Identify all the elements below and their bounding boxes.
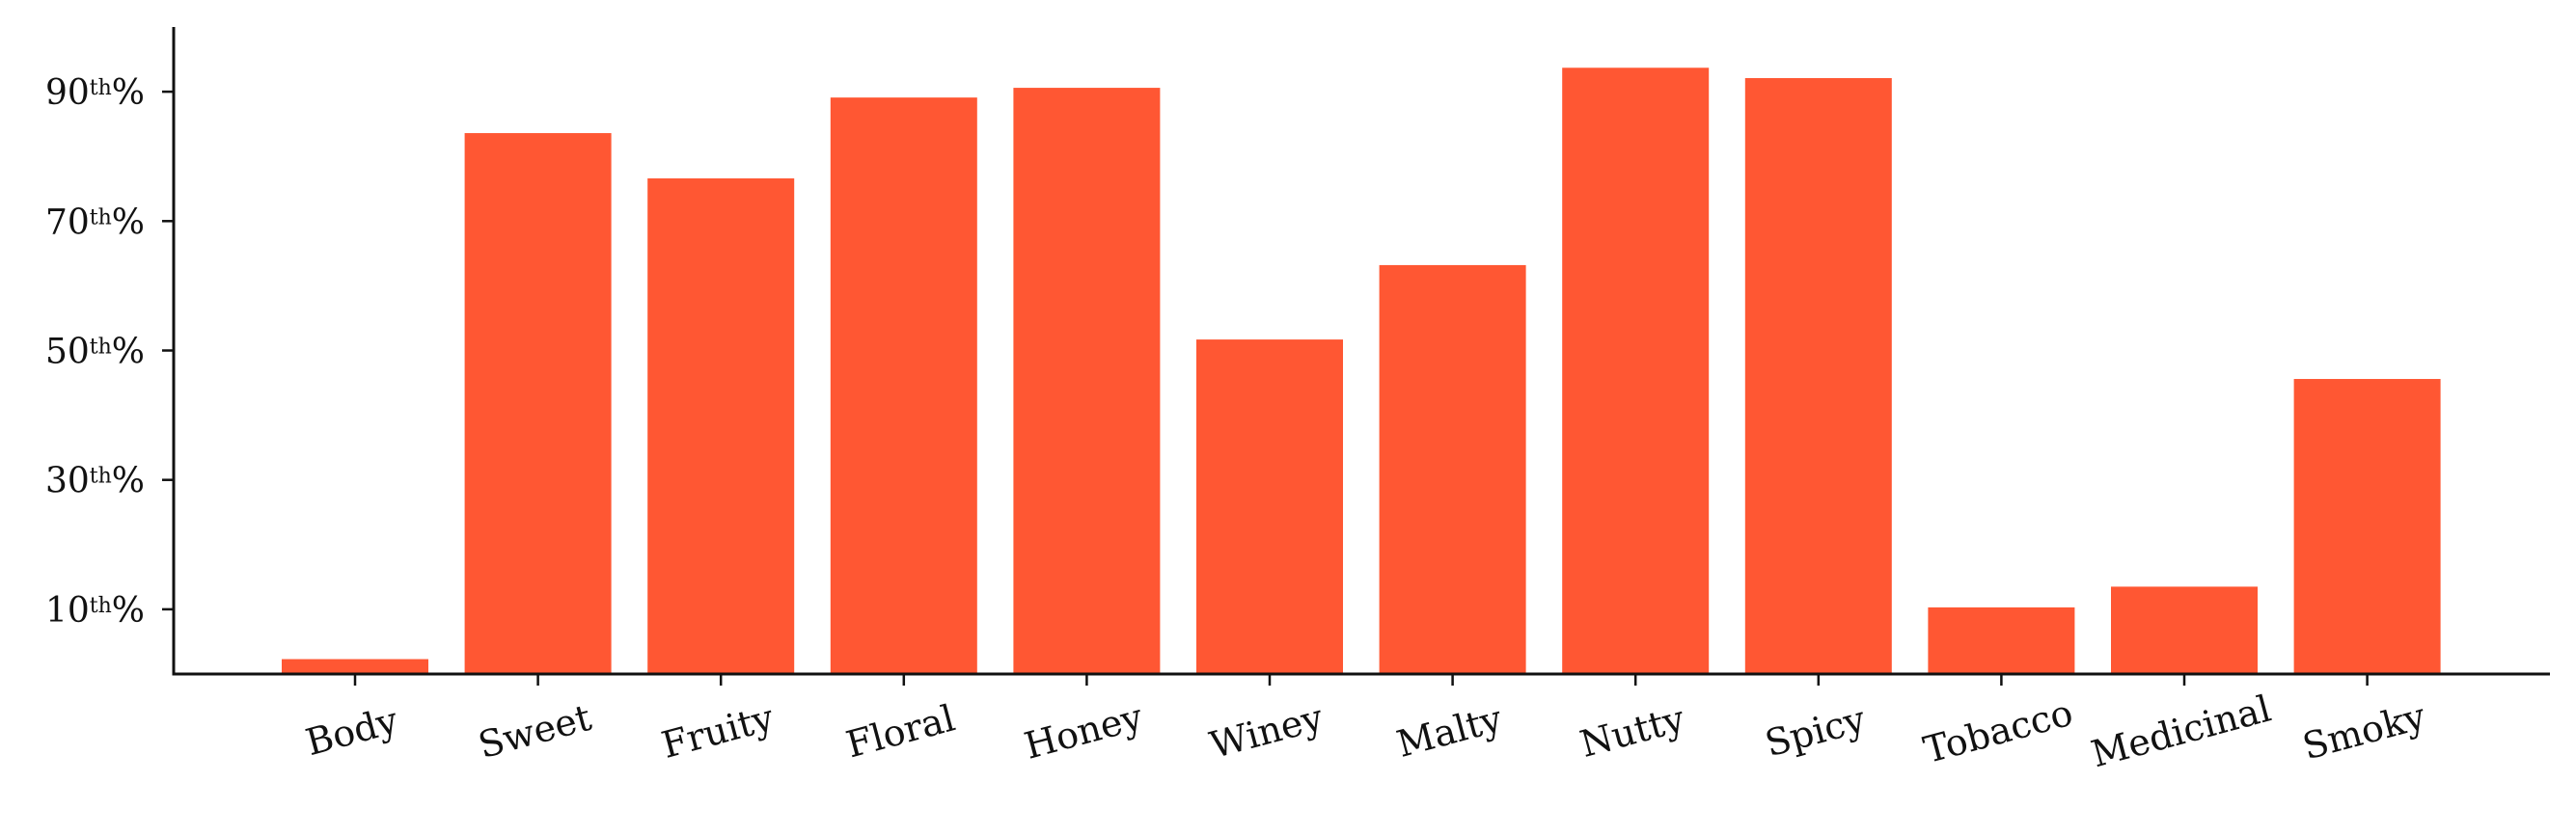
y-tick-label: 90th% [45, 73, 145, 113]
bar-fruity [647, 178, 795, 674]
x-axis: Body Sweet Fruity Floral Honey Winey Malty Nutt… [301, 674, 2430, 775]
x-tick-label: Body [301, 699, 402, 765]
bar-nutty [1562, 67, 1710, 674]
bar-smoky [2293, 379, 2441, 674]
y-axis: 10th%30th%50th%70th%90th% [45, 73, 174, 631]
y-tick-label: 10th% [45, 591, 145, 631]
x-tick-label: Medicinal [2087, 688, 2275, 776]
x-tick-label: Floral [842, 696, 960, 766]
y-tick-label: 50th% [45, 333, 145, 372]
bar-spicy [1744, 78, 1892, 674]
x-tick-label: Winey [1205, 696, 1328, 767]
bar-tobacco [1928, 607, 2075, 674]
x-tick-label: Honey [1020, 695, 1147, 768]
y-tick-superscript: th [90, 465, 112, 489]
y-tick-superscript: th [90, 76, 112, 100]
y-tick-label: 70th% [45, 202, 145, 242]
bar-body [282, 659, 428, 674]
bar-malty [1379, 264, 1526, 674]
x-tick-label: Malty [1392, 697, 1507, 766]
bar-medicinal [2111, 586, 2258, 674]
x-tick-label: Tobacco [1919, 691, 2077, 771]
y-tick-number: 90 [45, 73, 90, 113]
y-tick-superscript: th [90, 594, 112, 618]
bar-winey [1196, 339, 1343, 674]
x-tick-label: Smoky [2298, 694, 2430, 768]
bars-group [282, 67, 2441, 675]
y-tick-suffix: % [112, 202, 145, 242]
y-tick-superscript: th [90, 205, 112, 229]
x-tick-label: Spicy [1761, 697, 1871, 765]
y-tick-number: 10 [45, 591, 90, 631]
y-tick-label: 30th% [45, 462, 145, 501]
x-tick-label: Nutty [1576, 697, 1689, 766]
y-tick-number: 30 [45, 462, 90, 501]
y-tick-number: 70 [45, 202, 90, 242]
y-tick-suffix: % [112, 73, 145, 113]
y-tick-number: 50 [45, 333, 90, 372]
bar-sweet [464, 133, 612, 674]
y-tick-suffix: % [112, 462, 145, 501]
x-tick-label: Fruity [657, 696, 779, 767]
y-tick-suffix: % [112, 333, 145, 372]
y-tick-superscript: th [90, 336, 112, 360]
bar-floral [830, 97, 977, 675]
x-tick-label: Sweet [474, 696, 595, 767]
bar-honey [1013, 88, 1161, 675]
y-tick-suffix: % [112, 591, 145, 631]
